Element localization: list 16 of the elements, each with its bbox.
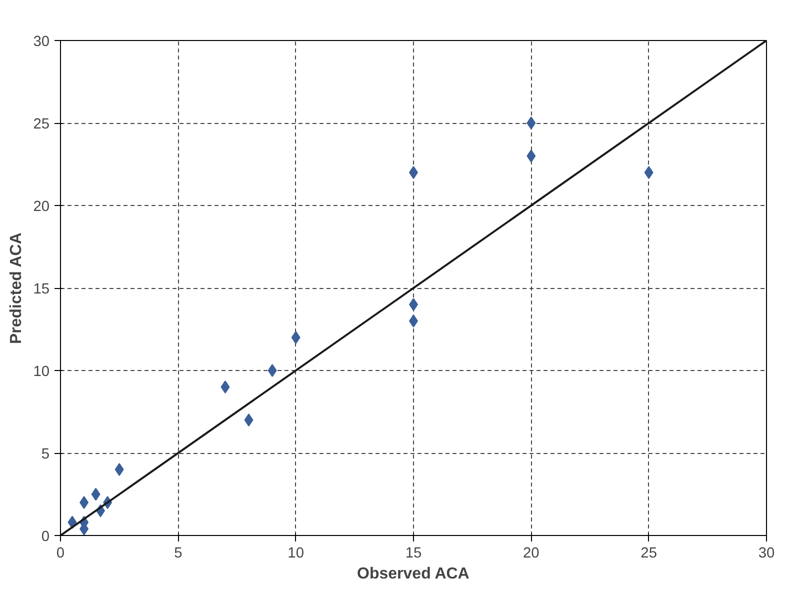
- x-tick-label: 15: [405, 546, 422, 562]
- x-axis-title: Observed ACA: [357, 566, 470, 582]
- y-tick-label: 0: [41, 529, 50, 545]
- y-tick-label: 15: [33, 282, 50, 298]
- x-tick-label: 0: [56, 546, 65, 562]
- y-tick-label: 5: [41, 446, 50, 462]
- x-tick-label: 25: [640, 546, 657, 562]
- y-tick-label: 25: [33, 116, 50, 132]
- x-tick-label: 20: [523, 546, 540, 562]
- x-tick-label: 30: [758, 546, 775, 562]
- y-tick-label: 10: [33, 364, 50, 380]
- y-axis-title: Predicted ACA: [8, 232, 26, 344]
- y-tick-label: 30: [33, 34, 50, 50]
- x-tick-label: 10: [288, 546, 304, 562]
- x-tick-label: 5: [174, 546, 182, 562]
- y-tick-label: 20: [33, 199, 50, 215]
